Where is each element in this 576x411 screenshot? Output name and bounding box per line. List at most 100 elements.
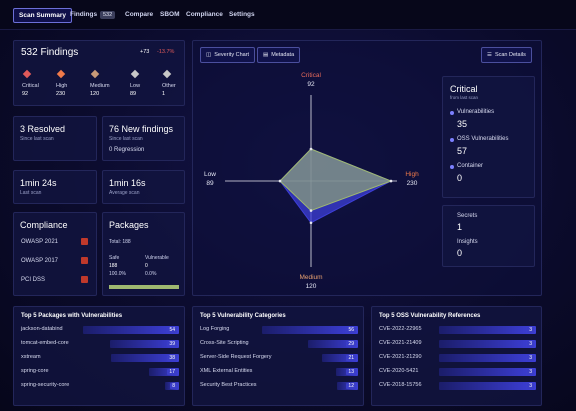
packages-total: Total: 188 [109,239,131,245]
list-item[interactable]: CVE-2020-5421 3 [379,368,536,376]
list-item[interactable]: tomcat-embed-core 39 [21,340,179,348]
list-item-count: 56 [346,327,356,333]
tab-compliance[interactable]: Compliance [186,11,223,18]
list-item-count: 29 [346,341,356,347]
severity-high-label: High [56,83,68,89]
list-item-bar: 13 [335,368,358,376]
severity-medium-value: 120 [90,91,100,97]
radar-label-critical: Critical [301,72,321,79]
safe-progress-track [109,285,179,289]
compliance-item-pci-dss[interactable]: PCI DSS [21,277,46,283]
findings-card[interactable]: 532 Findings +73 -13.7% Critical 92 High 23… [13,40,185,106]
critical-oss-label: OSS Vulnerabilities [457,136,509,142]
top-packages-title: Top 5 Packages with Vulnerabilities [21,313,123,319]
severity-high-value: 230 [56,91,66,97]
radar-label-high: High [405,171,419,178]
list-item-bar: 38 [111,354,179,362]
radar-chart: Critical 92 High 230 Medium 120 Low 89 [204,72,419,290]
radar-point-1-3 [278,179,282,183]
resolved-card[interactable]: 3 Resolved Since last scan [13,116,97,161]
vulnerable-count: 0 [145,263,148,269]
fail-icon [81,276,88,283]
radar-label-low: Low [204,171,216,178]
severity-other-label: Other [162,83,176,89]
top-categories-title: Top 5 Vulnerability Categories [200,313,286,319]
critical-vulnerabilities-value: 35 [457,119,468,129]
container-dot-icon [450,165,454,169]
secrets-label: Secrets [457,213,478,219]
list-item-count: 8 [170,383,177,389]
vulnerable-pct: 0.0% [145,271,157,277]
list-item[interactable]: CVE-2021-21290 3 [379,354,536,362]
list-item[interactable]: Cross-Site Scripting 29 [200,340,358,348]
list-item-bar: 39 [109,340,179,348]
list-item-count: 17 [167,369,177,375]
list-item-bar: 29 [308,340,358,348]
resolved-sub: Since last scan [20,136,54,142]
list-item-label: Security Best Practices [200,382,257,388]
secrets-panel: Secrets 1 Insights 0 [442,205,535,267]
list-item-bar: 3 [439,368,536,376]
average-scan-duration: 1min 16s [109,178,146,188]
findings-title: 532 Findings [21,47,79,58]
list-item-label: tomcat-embed-core [21,340,69,346]
list-item-label: CVE-2020-5421 [379,368,419,374]
list-item-bar: 56 [262,326,358,334]
list-item[interactable]: CVE-2021-21409 3 [379,340,536,348]
last-scan-duration: 1min 24s [20,178,57,188]
list-item[interactable]: Security Best Practices 12 [200,382,358,390]
tab-findings[interactable]: Findings [70,11,98,18]
compliance-item-owasp-2017[interactable]: OWASP 2017 [21,258,59,264]
list-item-bar: 17 [148,368,179,376]
findings-delta-pct: -13.7% [157,49,175,55]
tab-sbom[interactable]: SBOM [160,11,180,18]
list-item[interactable]: XML External Entities 13 [200,368,358,376]
list-item[interactable]: xstream 38 [21,354,179,362]
list-item[interactable]: Log Forging 56 [200,326,358,334]
radar-value-critical: 92 [307,81,315,88]
radar-value-medium: 120 [306,283,317,290]
safe-label: Safe [109,255,120,261]
new-findings-sub: Since last scan [109,136,143,142]
scan-details-button[interactable]: ☰ Scan Details [481,47,532,63]
critical-container-value: 0 [457,173,463,183]
list-item-label: Server-Side Request Forgery [200,354,272,360]
safe-count: 188 [109,263,118,269]
list-item-count: 21 [346,355,356,361]
radar-point-0-2 [309,221,313,225]
radar-point-1-1 [389,179,393,183]
findings-delta-new: +73 [140,49,150,55]
metadata-button[interactable]: ▤ Metadata [257,47,301,63]
list-item-count: 38 [167,355,177,361]
regression-count: 0 Regression [109,147,145,153]
list-item[interactable]: CVE-2018-15756 3 [379,382,536,390]
list-item-bar: 3 [439,340,536,348]
list-item-label: XML External Entities [200,368,253,374]
list-item[interactable]: Server-Side Request Forgery 21 [200,354,358,362]
severity-critical-icon [22,69,32,79]
tab-scan-summary[interactable]: Scan Summary [13,8,72,23]
list-item-bar: 3 [439,382,536,390]
radar-value-low: 89 [206,180,214,187]
critical-vulnerabilities-label: Vulnerabilities [457,109,495,115]
compliance-item-owasp-2021[interactable]: OWASP 2021 [21,239,59,245]
tab-compare[interactable]: Compare [125,11,154,18]
new-findings-card[interactable]: 76 New findings Since last scan 0 Regres… [102,116,185,161]
safe-pct: 100.0% [109,271,126,277]
list-item[interactable]: CVE-2022-22965 3 [379,326,536,334]
severity-chart-button[interactable]: ◫ Severity Chart [200,47,256,63]
insights-label: Insights [457,239,478,245]
list-item[interactable]: spring-core 17 [21,368,179,376]
severity-critical-label: Critical [22,83,39,89]
critical-panel: Critical from last scan Vulnerabilities … [442,76,535,198]
last-scan-card: 1min 24s Last scan [13,170,97,204]
severity-high-icon [56,69,66,79]
list-item[interactable]: spring-security-core 8 [21,382,179,390]
severity-medium-icon [90,69,100,79]
critical-container-label: Container [457,163,484,169]
fail-icon [81,257,88,264]
tab-settings[interactable]: Settings [229,11,255,18]
list-item[interactable]: jackson-databind 54 [21,326,179,334]
list-icon: ☰ [487,52,492,58]
packages-title: Packages [109,220,149,230]
